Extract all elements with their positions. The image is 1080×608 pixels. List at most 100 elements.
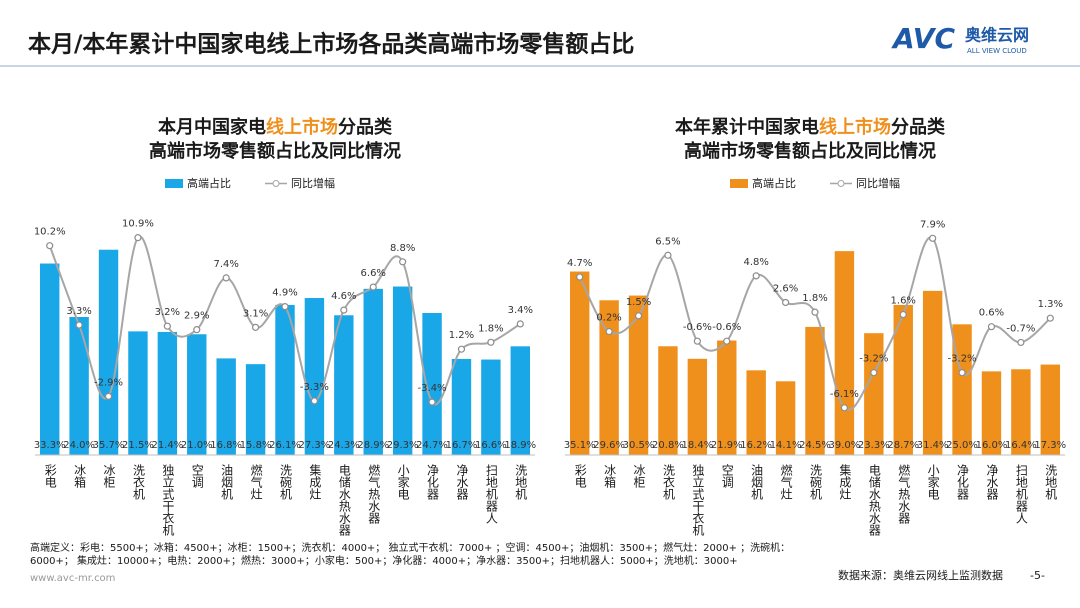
x-tick-label: 燃气热水器 bbox=[897, 463, 911, 525]
line-value-label: 3.2% bbox=[155, 307, 180, 318]
line-marker bbox=[428, 398, 436, 406]
bar bbox=[570, 271, 590, 455]
line-value-label: 1.8% bbox=[478, 323, 503, 334]
page-number: -5- bbox=[1030, 569, 1045, 582]
chart-title-part: 分品类 bbox=[891, 116, 946, 138]
line-marker bbox=[664, 251, 672, 259]
line-marker bbox=[958, 369, 966, 377]
x-tick-label: 油烟机 bbox=[220, 464, 234, 500]
line-value-label: 3.1% bbox=[243, 308, 268, 319]
line-value-label: 7.4% bbox=[213, 259, 238, 270]
bar-value-label: 29.6% bbox=[593, 440, 625, 451]
x-tick-label: 小家电 bbox=[396, 464, 410, 500]
x-tick-label: 洗碗机 bbox=[809, 464, 823, 500]
bar-value-label: 16.2% bbox=[740, 440, 772, 451]
legend-swatch bbox=[730, 179, 748, 188]
line-marker bbox=[310, 397, 319, 405]
x-tick-label: 洗衣机 bbox=[131, 464, 145, 500]
logo: AVC bbox=[891, 22, 955, 55]
bar-value-label: 16.0% bbox=[976, 440, 1008, 451]
logo-en: ALL VIEW CLOUD bbox=[967, 47, 1027, 55]
x-tick-label: 空调 bbox=[190, 464, 204, 488]
line-marker bbox=[46, 242, 54, 250]
line-marker bbox=[134, 234, 142, 242]
line-value-label: 1.2% bbox=[449, 330, 474, 341]
line-marker bbox=[104, 392, 113, 400]
x-tick-label: 净化器 bbox=[956, 464, 970, 501]
line-marker bbox=[1017, 338, 1025, 347]
chart-title-part: 本年累计中国家电 bbox=[675, 116, 819, 138]
line-value-label: 10.2% bbox=[34, 227, 66, 238]
line-marker bbox=[723, 337, 731, 345]
x-tick-label: 净化器 bbox=[426, 464, 440, 501]
footnote: 6000+； 集成灶：10000+；电热：2000+；燃热：3000+；小家电：… bbox=[30, 554, 738, 567]
bar bbox=[245, 364, 266, 455]
line-marker bbox=[576, 273, 584, 281]
line-value-label: 3.4% bbox=[508, 305, 533, 316]
line-value-label: -3.2% bbox=[859, 354, 888, 365]
bar bbox=[40, 263, 60, 455]
legend-label: 高端占比 bbox=[187, 176, 231, 190]
logo-cn: 奥维云网 bbox=[965, 26, 1029, 45]
chart-title-part: 线上市场 bbox=[819, 116, 891, 138]
bar bbox=[864, 333, 884, 455]
line-value-label: 3.3% bbox=[66, 306, 91, 317]
line-marker bbox=[369, 283, 377, 291]
chart-title: 本月中国家电线上市场分品类 bbox=[158, 116, 393, 138]
bar bbox=[1040, 364, 1060, 455]
bar-value-label: 29.3% bbox=[387, 440, 419, 451]
bar-value-label: 14.1% bbox=[770, 440, 802, 451]
x-tick-label: 净水器 bbox=[985, 464, 999, 501]
line-value-label: -3.2% bbox=[948, 354, 977, 365]
chart-title-part: 高端市场零售额占比及同比情况 bbox=[149, 140, 401, 162]
bar bbox=[981, 371, 1002, 455]
x-tick-label: 集成灶 bbox=[838, 463, 852, 500]
bar bbox=[304, 298, 325, 455]
bar bbox=[922, 290, 943, 455]
x-tick-label: 电储水热水器 bbox=[337, 464, 351, 537]
legend-swatch bbox=[165, 179, 183, 188]
bar bbox=[69, 317, 89, 455]
source: 数据来源：奥维云网线上监测数据 bbox=[838, 568, 1003, 582]
x-tick-label: 油烟机 bbox=[750, 464, 764, 500]
line-marker bbox=[605, 327, 613, 336]
line-value-label: 2.6% bbox=[773, 283, 798, 294]
bar-value-label: 24.3% bbox=[328, 440, 360, 451]
bar-value-label: 33.3% bbox=[34, 440, 66, 451]
bar bbox=[1011, 369, 1031, 455]
line-marker bbox=[811, 308, 819, 316]
chart-title-part: 本月中国家电 bbox=[158, 116, 266, 138]
bar-value-label: 20.8% bbox=[652, 440, 684, 451]
bar-value-label: 39.0% bbox=[829, 440, 861, 451]
bar bbox=[481, 359, 501, 455]
line-marker bbox=[693, 337, 701, 345]
bar bbox=[687, 358, 708, 455]
line-marker bbox=[752, 272, 760, 280]
bar bbox=[805, 326, 825, 455]
line-marker bbox=[516, 320, 524, 328]
bar-value-label: 21.9% bbox=[711, 440, 743, 451]
bar-value-label: 18.4% bbox=[681, 440, 713, 451]
legend-label: 同比增幅 bbox=[856, 176, 900, 190]
bar-value-label: 16.7% bbox=[446, 440, 478, 451]
x-tick-label: 洗衣机 bbox=[661, 464, 675, 500]
x-tick-label: 净水器 bbox=[455, 464, 469, 501]
bar-value-label: 31.4% bbox=[917, 440, 949, 451]
bar bbox=[275, 304, 295, 455]
bar bbox=[187, 334, 207, 455]
bar bbox=[451, 358, 472, 455]
line-marker bbox=[281, 303, 289, 311]
bar bbox=[599, 300, 619, 455]
chart-title-part: 线上市场 bbox=[266, 116, 338, 138]
line-value-label: 6.6% bbox=[361, 268, 386, 279]
bar bbox=[775, 381, 796, 455]
bar-value-label: 23.3% bbox=[858, 440, 890, 451]
line-marker bbox=[222, 274, 230, 282]
bar bbox=[392, 286, 413, 455]
x-tick-label: 独立式干衣机 bbox=[161, 464, 175, 536]
line-marker bbox=[929, 234, 937, 242]
line-marker bbox=[987, 323, 996, 331]
line-marker bbox=[840, 404, 849, 412]
line-value-label: 8.8% bbox=[390, 243, 415, 254]
